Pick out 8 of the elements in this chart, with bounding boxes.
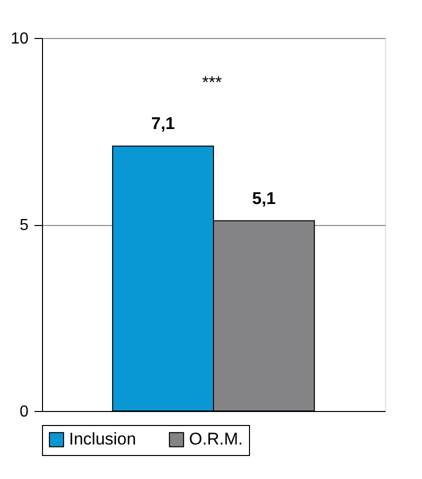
- legend-label: O.R.M.: [189, 430, 243, 449]
- data-label: 7,1: [151, 114, 175, 134]
- y-tick-label: 10: [10, 30, 29, 48]
- data-label: 5,1: [252, 188, 276, 208]
- annotation: ***: [202, 73, 222, 92]
- legend-label: Inclusion: [69, 430, 136, 449]
- y-tick-label: 0: [20, 404, 29, 420]
- y-tick-label: 5: [20, 217, 29, 234]
